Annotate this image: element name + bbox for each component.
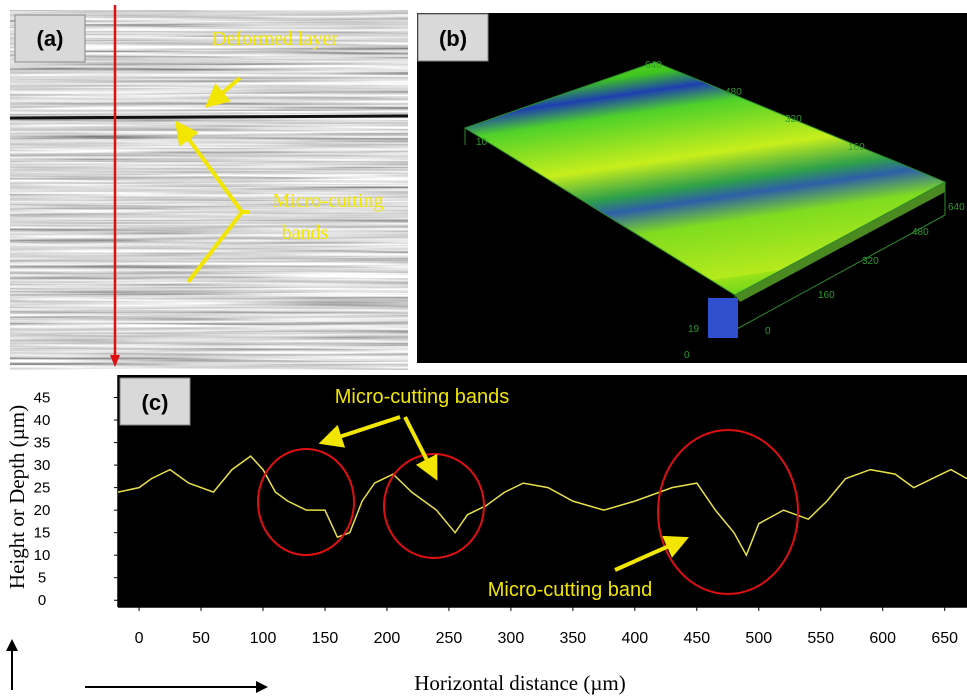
x-tick-label: 250 — [436, 630, 463, 647]
x-tick-label: 200 — [374, 630, 401, 647]
plot-area — [118, 375, 967, 607]
annotation: Deformed layer — [212, 28, 338, 50]
axis-label: 160 — [818, 290, 835, 301]
axis-label: 640 — [948, 202, 965, 213]
arrows — [318, 415, 689, 572]
groove — [9, 114, 409, 120]
y-tick-label: 20 — [34, 502, 51, 519]
x-tick-label: 500 — [745, 630, 772, 647]
x-tick-label: 450 — [683, 630, 710, 647]
label-box — [417, 13, 489, 62]
axis-label: 640 — [645, 60, 662, 71]
axis-label: 320 — [862, 256, 879, 267]
panel-label: (c) — [142, 390, 169, 415]
x-tick-label: 100 — [250, 630, 277, 647]
axis-label: 0 — [765, 326, 771, 337]
axis-label: 320 — [785, 114, 802, 125]
x-tick-label: 650 — [931, 630, 958, 647]
panel-c: 0 50 100 150 200 250 300 350 400 450 500 550 600 650 0… — [34, 375, 967, 647]
y-tick-label: 25 — [34, 480, 51, 497]
x-tick-label: 550 — [807, 630, 834, 647]
axis-label: 10 — [476, 137, 488, 148]
y-tick-label: 30 — [34, 457, 51, 474]
label-box — [119, 377, 191, 426]
axis-label: 480 — [725, 87, 742, 98]
x-tick-label: 400 — [621, 630, 648, 647]
y-axis-title: Height or Depth (µm) — [5, 405, 29, 589]
y-tick-label: 35 — [34, 435, 51, 452]
axis-label: 480 — [912, 227, 929, 238]
panel-label: (a) — [37, 26, 64, 51]
panel-b: (b) 640 480 320 160 640 480 320 160 0 19… — [417, 13, 967, 363]
axis-labels: 640 480 320 160 640 480 320 160 0 19 0 1… — [476, 60, 965, 361]
annotation: Micro-cutting — [272, 190, 383, 212]
surface-edge — [735, 182, 945, 302]
x-tick-label: 0 — [135, 630, 144, 647]
annotation: bands — [282, 222, 329, 244]
annotation: Micro-cutting bands — [335, 386, 510, 408]
section-arrow — [110, 355, 120, 367]
y-tick-label: 10 — [34, 547, 51, 564]
x-tick-label: 150 — [312, 630, 339, 647]
surface — [465, 62, 945, 295]
profile-line — [117, 455, 967, 557]
y-tick-label: 15 — [34, 525, 51, 542]
x-tick-label: 50 — [192, 630, 210, 647]
y-tick-label: 5 — [38, 570, 46, 587]
arrows — [174, 76, 250, 284]
annotation: Micro-cutting band — [488, 579, 653, 601]
x-tick-label: 300 — [498, 630, 525, 647]
label-box — [14, 14, 86, 63]
y-tick-label: 40 — [34, 412, 51, 429]
x-axis-title: Horizontal distance (µm) — [414, 671, 626, 695]
micrograph-texture — [10, 10, 408, 370]
x-tick-label: 600 — [869, 630, 896, 647]
highlight-circles — [257, 429, 799, 595]
y-tick-label: 45 — [34, 390, 51, 407]
axis-label: 160 — [848, 142, 865, 153]
color-scale — [708, 298, 738, 338]
axis-label: 0 — [684, 350, 690, 361]
x-tick-label: 350 — [560, 630, 587, 647]
panel-a: (a) Deformed layer Micro-cutting bands — [9, 5, 409, 370]
panel-label: (b) — [439, 26, 467, 51]
y-tick-label: 0 — [38, 592, 46, 609]
panel-c-overlay: (c) Micro-cutting bands Micro-cutting ba… — [5, 377, 799, 695]
axis-label: 19 — [688, 324, 700, 335]
